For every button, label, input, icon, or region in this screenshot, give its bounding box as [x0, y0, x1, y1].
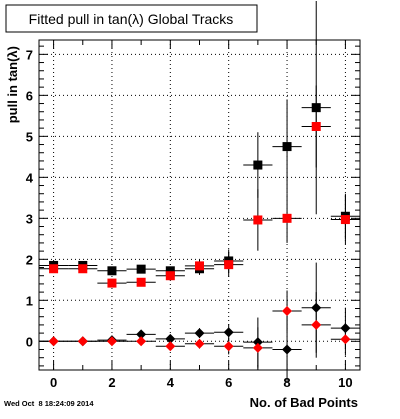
x-tick-label: 4 [167, 375, 175, 390]
y-tick-label: 0 [26, 334, 33, 349]
x-axis-label: No. of Bad Points [250, 395, 358, 410]
y-axis-label: pull in tan(λ) [5, 46, 20, 123]
data-point-diamond [282, 305, 293, 316]
data-point-square [165, 271, 175, 281]
data-point-square [78, 264, 88, 274]
data-point-square [165, 266, 175, 276]
data-point-diamond [77, 336, 88, 347]
data-point-diamond [165, 333, 176, 344]
data-point-square [340, 215, 350, 225]
data-point-diamond [165, 341, 176, 352]
data-point-square [136, 277, 146, 287]
title-box [5, 4, 258, 33]
data-point-diamond [194, 338, 205, 349]
x-tick-label: 8 [283, 375, 290, 390]
data-point-square [136, 264, 146, 274]
data-point-diamond [223, 341, 234, 352]
data-point-square [282, 142, 292, 152]
data-point-square [49, 264, 59, 274]
data-point-diamond [282, 344, 293, 355]
y-tick-label: 2 [26, 252, 33, 267]
plot-frame [38, 39, 361, 371]
frame-layer [38, 39, 361, 371]
data-point-diamond [311, 319, 322, 330]
grid-layer [39, 40, 360, 370]
y-tick-label: 6 [26, 88, 33, 103]
data-point-diamond [136, 329, 147, 340]
y-tick-label: 1 [26, 293, 33, 308]
data-point-diamond [48, 336, 59, 347]
series-2 [39, 262, 360, 383]
data-point-diamond [106, 336, 117, 347]
data-point-square [107, 266, 117, 276]
series-3 [39, 290, 360, 369]
data-point-diamond [223, 327, 234, 338]
y-tick-label: 4 [26, 170, 34, 185]
y-tick-label: 7 [26, 47, 33, 62]
series-1 [39, 85, 360, 288]
data-point-square [253, 215, 263, 225]
data-point-square [107, 278, 117, 288]
data-point-square [253, 160, 263, 170]
data-point-square [195, 261, 204, 271]
x-tick-label: 6 [225, 375, 232, 390]
timestamp: Wed Oct 8 18:24:09 2014 [4, 399, 94, 408]
data-point-diamond [252, 342, 263, 353]
data-point-square [282, 213, 292, 223]
x-tick-label: 0 [50, 375, 57, 390]
data-point-square [224, 260, 234, 270]
y-tick-label: 3 [26, 211, 33, 226]
tick-layer: 0 2 4 6 8 10 0 1 2 3 4 5 6 7 [26, 40, 360, 390]
x-tick-label: 2 [108, 375, 115, 390]
data-point-diamond [136, 336, 147, 347]
y-tick-label: 5 [26, 129, 33, 144]
data-point-diamond [340, 334, 351, 345]
x-tick-label: 10 [338, 375, 352, 390]
data-layer [39, 1, 360, 383]
data-point-diamond [194, 328, 205, 339]
chart-title: Fitted pull in tan(λ) Global Tracks [29, 11, 234, 27]
data-point-square [311, 121, 321, 131]
